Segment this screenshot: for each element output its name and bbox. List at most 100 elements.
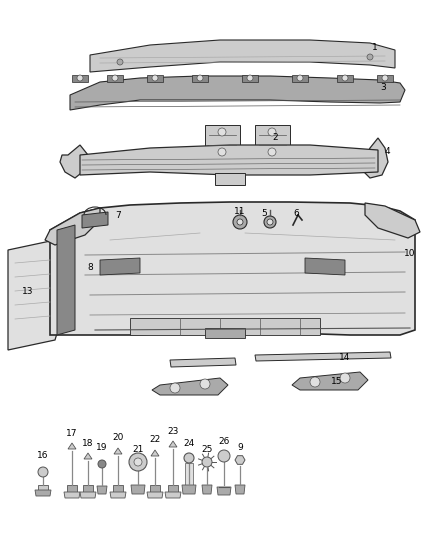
Polygon shape [107,75,123,82]
Polygon shape [168,485,178,492]
Circle shape [268,128,276,136]
Text: 23: 23 [167,426,179,435]
Polygon shape [83,485,93,492]
Polygon shape [68,443,76,449]
Polygon shape [84,453,92,459]
Polygon shape [169,441,177,447]
Polygon shape [67,485,77,492]
Circle shape [134,458,142,466]
Polygon shape [305,258,345,275]
Polygon shape [8,240,58,350]
Circle shape [218,450,230,462]
Circle shape [200,379,210,389]
Polygon shape [202,485,212,494]
Polygon shape [205,328,245,338]
Circle shape [98,460,106,468]
Text: 13: 13 [22,287,34,296]
Text: 26: 26 [218,437,230,446]
Text: 8: 8 [87,263,93,272]
Polygon shape [242,75,258,82]
Polygon shape [235,485,245,494]
Polygon shape [215,173,245,185]
Polygon shape [130,318,320,335]
Polygon shape [80,145,378,175]
Text: 7: 7 [115,211,121,220]
Polygon shape [97,486,107,494]
Text: 15: 15 [331,376,343,385]
Circle shape [264,216,276,228]
Polygon shape [38,485,48,490]
Text: 19: 19 [96,443,108,453]
Text: 25: 25 [201,446,213,455]
Polygon shape [64,492,80,498]
Circle shape [340,373,350,383]
Polygon shape [82,212,108,228]
Text: 16: 16 [37,451,49,461]
Circle shape [117,59,123,65]
Polygon shape [292,372,368,390]
Circle shape [342,75,348,81]
Circle shape [268,148,276,156]
Polygon shape [205,125,240,160]
Text: 10: 10 [404,248,416,257]
Polygon shape [165,492,181,498]
Text: 9: 9 [237,443,243,453]
Circle shape [77,75,83,81]
Polygon shape [151,450,159,456]
Polygon shape [235,456,245,464]
Text: 21: 21 [132,446,144,455]
Text: 4: 4 [384,148,390,157]
Polygon shape [72,75,88,82]
Polygon shape [57,225,75,335]
Circle shape [247,75,253,81]
Circle shape [218,148,226,156]
Polygon shape [170,358,236,367]
Circle shape [237,219,243,225]
Polygon shape [80,492,96,498]
Text: 2: 2 [272,133,278,141]
Polygon shape [50,202,415,335]
Text: 6: 6 [293,209,299,219]
Polygon shape [60,145,88,178]
Polygon shape [360,138,388,178]
Circle shape [184,453,194,463]
Circle shape [38,467,48,477]
Circle shape [129,453,147,471]
Polygon shape [365,203,420,238]
Polygon shape [292,75,308,82]
Polygon shape [217,487,231,495]
Polygon shape [147,492,163,498]
Circle shape [367,54,373,60]
Text: 1: 1 [372,43,378,52]
Text: 11: 11 [234,206,246,215]
Circle shape [382,75,388,81]
Polygon shape [337,75,353,82]
Text: 24: 24 [184,439,194,448]
Text: 18: 18 [82,439,94,448]
Polygon shape [45,208,100,245]
Polygon shape [150,485,160,492]
Text: 20: 20 [112,433,124,442]
Polygon shape [35,490,51,496]
Polygon shape [100,258,140,275]
Polygon shape [182,485,196,494]
Polygon shape [147,75,163,82]
Text: 5: 5 [261,209,267,219]
Circle shape [152,75,158,81]
Polygon shape [185,463,193,485]
Text: 14: 14 [339,353,351,362]
Polygon shape [192,75,208,82]
Circle shape [267,219,273,225]
Circle shape [297,75,303,81]
Circle shape [112,75,118,81]
Polygon shape [152,378,228,395]
Text: 3: 3 [380,83,386,92]
Circle shape [170,383,180,393]
Polygon shape [90,40,395,72]
Polygon shape [255,125,290,160]
Circle shape [202,457,212,467]
Polygon shape [255,352,391,361]
Circle shape [310,377,320,387]
Polygon shape [377,75,393,82]
Polygon shape [131,485,145,494]
